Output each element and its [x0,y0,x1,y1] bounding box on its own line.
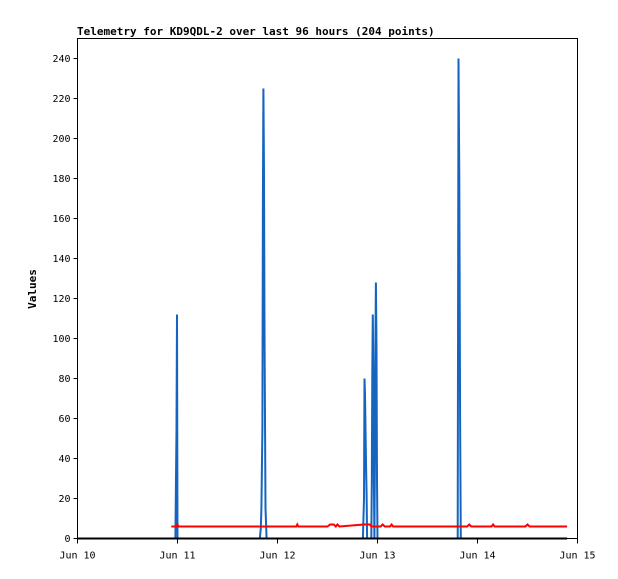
plot-frame [77,38,578,539]
y-tick-label: 0 [64,534,70,545]
y-tick-label: 240 [52,54,70,65]
y-tick-label: 140 [52,254,70,265]
plot-area [77,58,568,540]
chart-title: Telemetry for KD9QDL-2 over last 96 hour… [77,25,435,38]
y-tick-label: 220 [52,94,70,105]
y-tick-label: 20 [58,494,70,505]
y-tick-label: 120 [52,294,70,305]
x-tick-label: Jun 13 [359,551,395,562]
y-tick-label: 200 [52,134,70,145]
y-tick-label: 40 [58,454,70,465]
series-line-1 [171,58,568,540]
y-axis: 0 20 40 60 80 100 120 140 160 180 200 220 240 [52,54,78,545]
x-axis: Jun 10 Jun 11 Jun 12 Jun 13 Jun 14 Jun 15 [59,538,596,562]
series-line-2 [171,522,568,528]
y-tick-label: 80 [58,374,70,385]
x-tick-label: Jun 12 [259,551,295,562]
y-tick-label: 100 [52,334,70,345]
x-tick-label: Jun 11 [159,551,195,562]
y-tick-label: 180 [52,174,70,185]
y-tick-label: 160 [52,214,70,225]
y-axis-label: Values [26,269,39,309]
y-tick-label: 60 [58,414,70,425]
x-tick-label: Jun 10 [59,551,95,562]
x-tick-label: Jun 14 [459,551,495,562]
x-tick-label: Jun 15 [559,551,595,562]
